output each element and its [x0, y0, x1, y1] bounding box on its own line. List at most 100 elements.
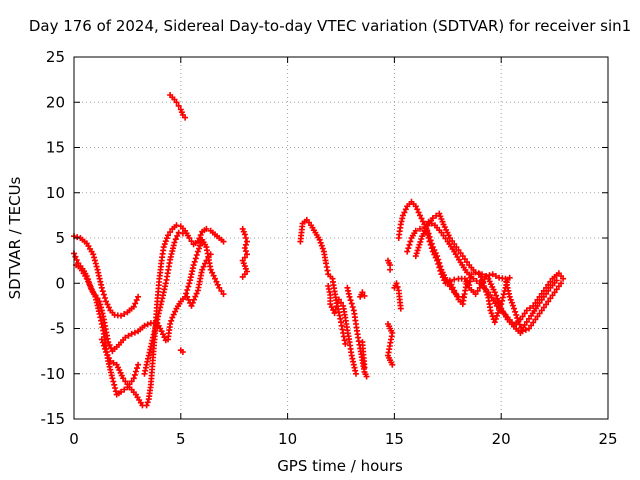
data-point-marker — [488, 310, 495, 317]
data-point-marker — [100, 342, 107, 349]
data-point-marker — [160, 244, 167, 251]
data-point-marker — [240, 260, 247, 267]
y-tick-label: 10 — [46, 184, 65, 202]
data-point-marker — [497, 304, 504, 310]
series-trace-a — [71, 233, 142, 319]
x-tick-label: 10 — [278, 430, 297, 448]
data-point-marker — [194, 238, 201, 245]
data-point-marker — [171, 239, 178, 246]
data-point-marker — [121, 386, 128, 393]
data-point-marker — [514, 315, 521, 322]
data-point-marker — [131, 371, 138, 378]
data-point-marker — [492, 316, 499, 322]
data-point-marker — [404, 248, 411, 255]
data-point-marker — [107, 358, 114, 365]
data-point-marker — [473, 278, 480, 284]
y-tick-label: -10 — [41, 365, 66, 383]
series-trace-j — [297, 216, 349, 347]
data-point-marker — [182, 114, 189, 121]
data-point-marker — [482, 285, 489, 292]
data-point-marker — [197, 232, 204, 238]
y-tick-label: 5 — [55, 229, 65, 247]
data-point-marker — [523, 318, 530, 325]
data-point-marker — [486, 278, 493, 285]
data-point-marker — [144, 321, 151, 328]
data-point-marker — [197, 242, 203, 249]
series-trace-d — [98, 222, 227, 409]
data-point-marker — [194, 248, 201, 255]
data-point-marker — [506, 293, 513, 300]
data-point-marker — [141, 322, 148, 329]
data-point-marker — [508, 299, 515, 306]
data-point-marker — [494, 295, 501, 302]
y-tick-label: 20 — [46, 93, 65, 111]
axis-ticks: 0 5 10 15 20 25 -15 -10 -5 0 5 10 15 20 25 — [41, 48, 618, 448]
data-point-marker — [125, 332, 132, 339]
data-point-marker — [189, 299, 196, 306]
x-tick-label: 5 — [176, 430, 186, 448]
data-point-marker — [335, 296, 342, 303]
data-point-marker — [72, 253, 79, 260]
data-point-marker — [483, 288, 490, 295]
data-point-marker — [412, 227, 419, 234]
data-point-marker — [361, 292, 368, 299]
data-point-marker — [109, 375, 116, 382]
x-tick-label: 20 — [492, 430, 511, 448]
data-point-marker — [451, 276, 458, 283]
data-point-marker — [74, 234, 81, 241]
data-point-marker — [161, 241, 168, 248]
data-point-marker — [218, 287, 225, 294]
data-point-marker — [472, 269, 479, 276]
data-point-marker — [349, 304, 356, 310]
data-point-marker — [104, 352, 111, 358]
series-trace-s — [446, 269, 513, 326]
data-point-marker — [545, 298, 552, 305]
data-point-marker — [513, 311, 520, 318]
data-point-marker — [102, 345, 108, 352]
data-point-marker — [389, 361, 396, 368]
data-point-marker — [428, 245, 435, 252]
data-point-marker — [112, 385, 118, 391]
data-point-marker — [135, 361, 142, 368]
data-point-marker — [359, 289, 366, 296]
data-point-marker — [185, 283, 192, 290]
data-point-marker — [493, 312, 500, 319]
data-point-marker — [118, 312, 124, 319]
data-point-marker — [492, 273, 499, 279]
x-tick-label: 25 — [598, 430, 617, 448]
data-point-marker — [496, 306, 503, 313]
data-point-marker — [500, 291, 507, 298]
data-point-marker — [132, 368, 139, 375]
data-point-marker — [242, 235, 249, 241]
data-point-marker — [102, 295, 108, 301]
data-point-marker — [434, 257, 441, 264]
data-point-marker — [331, 310, 338, 317]
series-trace-e — [141, 229, 186, 377]
series-trace-h — [177, 251, 214, 355]
series-trace-g — [167, 92, 189, 121]
data-point-marker — [241, 231, 248, 238]
data-point-marker — [507, 296, 514, 303]
data-point-marker — [196, 245, 202, 252]
data-point-marker — [493, 292, 500, 299]
data-point-marker — [489, 271, 496, 278]
data-point-marker — [501, 288, 508, 294]
data-point-marker — [414, 206, 421, 213]
data-point-marker — [122, 334, 129, 341]
data-point-marker — [437, 267, 444, 274]
data-point-marker — [134, 365, 140, 372]
data-point-marker — [162, 238, 169, 245]
data-point-marker — [486, 272, 493, 279]
data-point-marker — [427, 241, 434, 248]
data-point-marker — [435, 261, 442, 267]
data-point-marker — [474, 287, 481, 294]
data-point-marker — [347, 297, 354, 304]
data-point-marker — [216, 284, 223, 291]
data-point-marker — [476, 271, 483, 278]
data-point-marker — [527, 305, 533, 312]
data-point-marker — [441, 277, 448, 284]
series-trace-i — [239, 225, 250, 280]
data-point-marker — [509, 302, 516, 309]
data-point-marker — [220, 291, 227, 298]
x-tick-label: 15 — [385, 430, 404, 448]
